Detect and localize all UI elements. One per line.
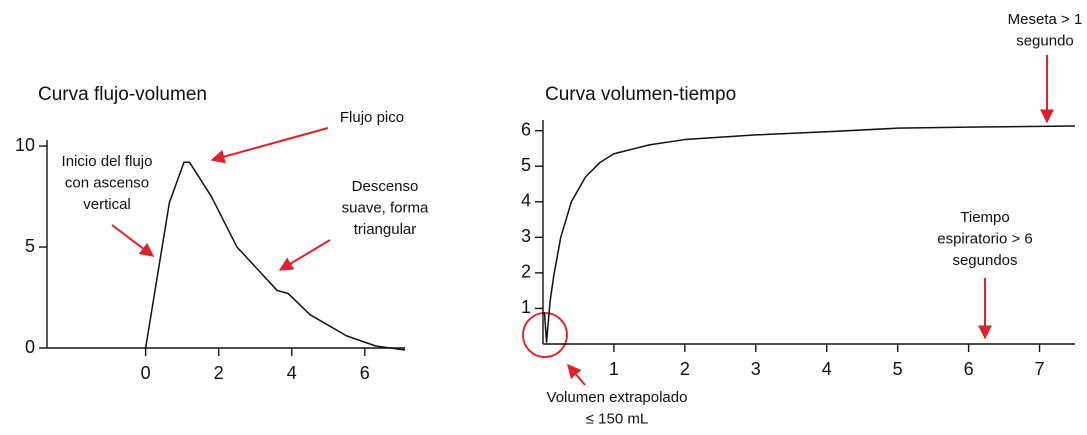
x-tick-label: 5	[893, 359, 903, 379]
annotation-text: espiratorio > 6	[937, 230, 1032, 247]
y-tick-label: 3	[521, 226, 531, 246]
annotation-text: vertical	[83, 196, 131, 213]
chart-title: Curva volumen-tiempo	[545, 84, 736, 105]
x-tick-label: 3	[751, 359, 761, 379]
data-line	[144, 161, 406, 351]
y-tick-label: 5	[25, 236, 35, 256]
y-tick-label: 1	[521, 297, 531, 317]
x-tick-label: 4	[287, 363, 297, 383]
x-tick-label: 1	[609, 359, 619, 379]
chart-title: Curva flujo-volumen	[38, 84, 207, 105]
annotation-text: suave, forma	[342, 199, 429, 216]
annotation-arrow	[278, 239, 331, 271]
annotation-text: Tiempo	[960, 209, 1009, 226]
annotation-text: Descenso	[352, 178, 419, 195]
annotation-arrow	[567, 363, 586, 386]
y-tick-label: 4	[521, 191, 531, 211]
x-tick-label: 0	[141, 363, 151, 383]
x-tick-label: 6	[360, 363, 370, 383]
annotation-text: Volumen extrapolado	[547, 389, 688, 406]
x-tick-label: 4	[822, 359, 832, 379]
y-tick-label: 5	[521, 155, 531, 175]
data-line	[543, 125, 1076, 343]
y-tick-label: 2	[521, 262, 531, 282]
annotation-text: Meseta > 1	[1008, 11, 1083, 28]
annotation-text: Inicio del flujo	[62, 153, 153, 170]
x-tick-label: 6	[964, 359, 974, 379]
y-tick-label: 10	[15, 135, 35, 155]
annotation-arrow	[111, 224, 155, 257]
annotation-arrow	[210, 127, 329, 164]
x-tick-label: 2	[214, 363, 224, 383]
annotation-text: triangular	[354, 221, 417, 238]
y-tick-label: 0	[25, 337, 35, 357]
x-tick-label: 7	[1035, 359, 1045, 379]
x-tick-label: 2	[680, 359, 690, 379]
annotation-text: con ascenso	[65, 174, 149, 191]
y-tick-label: 6	[521, 119, 531, 139]
annotation-text: segundos	[952, 252, 1017, 269]
annotation-text: Flujo pico	[340, 109, 404, 126]
annotation-text: segundo	[1016, 32, 1074, 49]
annotation-text: ≤ 150 mL	[586, 410, 648, 427]
